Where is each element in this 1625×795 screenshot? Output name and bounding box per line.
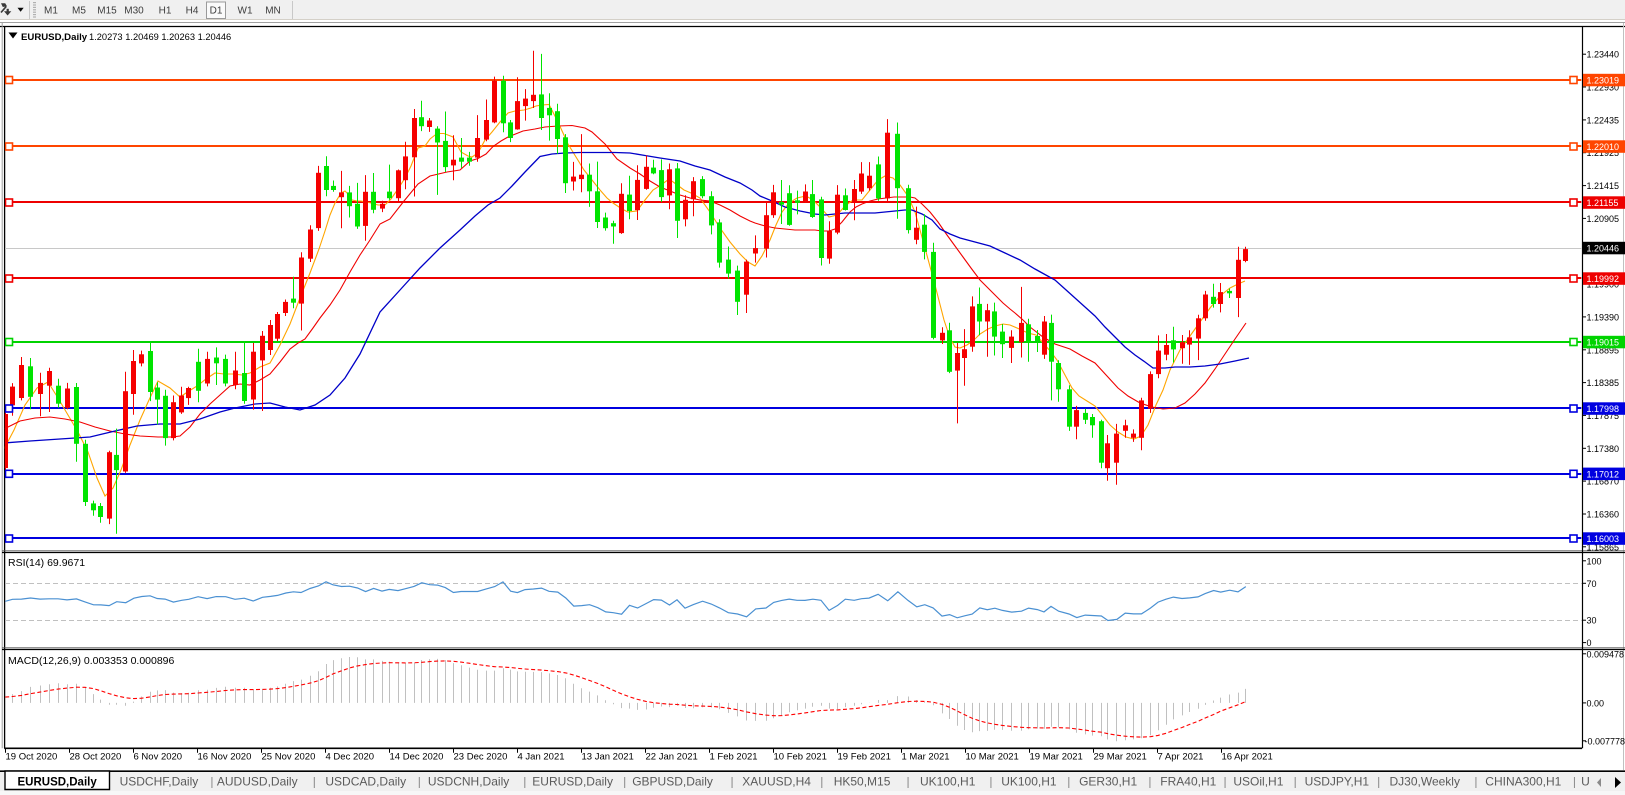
svg-text:22 Jan 2021: 22 Jan 2021 bbox=[646, 752, 698, 763]
svg-text:1.20446: 1.20446 bbox=[1587, 244, 1620, 254]
svg-text:USDCAD,Daily: USDCAD,Daily bbox=[325, 775, 406, 789]
svg-text:1.21925: 1.21925 bbox=[1587, 148, 1620, 158]
svg-text:1.16003: 1.16003 bbox=[1587, 534, 1620, 544]
svg-text:D1: D1 bbox=[210, 6, 223, 17]
svg-text:4 Dec 2020: 4 Dec 2020 bbox=[326, 752, 375, 763]
svg-text:0.00: 0.00 bbox=[1587, 698, 1605, 708]
svg-text:|: | bbox=[989, 775, 992, 789]
svg-text:|: | bbox=[418, 775, 421, 789]
svg-text:|: | bbox=[210, 775, 213, 789]
svg-text:1.18895: 1.18895 bbox=[1587, 345, 1620, 355]
svg-text:10 Mar 2021: 10 Mar 2021 bbox=[966, 752, 1019, 763]
svg-text:UK100,H1: UK100,H1 bbox=[920, 775, 976, 789]
svg-text:1.23440: 1.23440 bbox=[1587, 50, 1620, 60]
svg-text:GER30,H1: GER30,H1 bbox=[1079, 775, 1137, 789]
svg-text:1.17380: 1.17380 bbox=[1587, 444, 1620, 454]
svg-text:25 Nov 2020: 25 Nov 2020 bbox=[262, 752, 316, 763]
svg-text:FRA40,H1: FRA40,H1 bbox=[1160, 775, 1216, 789]
svg-text:DJ30,Weekly: DJ30,Weekly bbox=[1390, 775, 1460, 789]
svg-text:0.009478: 0.009478 bbox=[1587, 649, 1625, 659]
svg-text:USDCHF,Daily: USDCHF,Daily bbox=[120, 775, 199, 789]
svg-text:13 Jan 2021: 13 Jan 2021 bbox=[582, 752, 634, 763]
svg-text:|: | bbox=[313, 775, 316, 789]
svg-text:EURUSD,Daily: EURUSD,Daily bbox=[18, 777, 98, 789]
svg-text:CHINA300,H1: CHINA300,H1 bbox=[1485, 775, 1561, 789]
svg-text:M5: M5 bbox=[72, 6, 86, 17]
svg-text:1 Mar 2021: 1 Mar 2021 bbox=[902, 752, 950, 763]
svg-text:28 Oct 2020: 28 Oct 2020 bbox=[70, 752, 122, 763]
svg-text:AUDUSD,Daily: AUDUSD,Daily bbox=[217, 775, 298, 789]
svg-text:W1: W1 bbox=[238, 6, 253, 17]
svg-text:|: | bbox=[1573, 775, 1576, 789]
svg-text:M15: M15 bbox=[97, 6, 117, 17]
svg-text:|: | bbox=[1294, 775, 1297, 789]
svg-text:GBPUSD,Daily: GBPUSD,Daily bbox=[632, 775, 713, 789]
svg-text:70: 70 bbox=[1587, 579, 1597, 589]
svg-text:1.17998: 1.17998 bbox=[1587, 404, 1620, 414]
svg-text:USDJPY,H1: USDJPY,H1 bbox=[1305, 775, 1370, 789]
svg-text:1.19390: 1.19390 bbox=[1587, 312, 1620, 322]
svg-text:UK100,H1: UK100,H1 bbox=[1001, 775, 1057, 789]
svg-text:10 Feb 2021: 10 Feb 2021 bbox=[774, 752, 827, 763]
svg-text:|: | bbox=[731, 775, 734, 789]
svg-text:MN: MN bbox=[265, 6, 281, 17]
svg-text:1.19015: 1.19015 bbox=[1587, 338, 1620, 348]
svg-text:1.20905: 1.20905 bbox=[1587, 214, 1620, 224]
svg-text:1.20273 1.20469 1.20263 1.2044: 1.20273 1.20469 1.20263 1.20446 bbox=[89, 32, 231, 42]
svg-text:HK50,M15: HK50,M15 bbox=[834, 775, 891, 789]
svg-text:1.16360: 1.16360 bbox=[1587, 510, 1620, 520]
svg-text:XAUUSD,H4: XAUUSD,H4 bbox=[742, 775, 811, 789]
svg-text:1.15865: 1.15865 bbox=[1587, 542, 1620, 552]
svg-text:1.18385: 1.18385 bbox=[1587, 378, 1620, 388]
svg-text:RSI(14) 69.9671: RSI(14) 69.9671 bbox=[8, 557, 85, 569]
svg-text:1.22435: 1.22435 bbox=[1587, 115, 1620, 125]
svg-text:23 Dec 2020: 23 Dec 2020 bbox=[454, 752, 508, 763]
svg-text:|: | bbox=[623, 775, 626, 789]
svg-text:H1: H1 bbox=[159, 6, 172, 17]
svg-text:MACD(12,26,9) 0.003353 0.00089: MACD(12,26,9) 0.003353 0.000896 bbox=[8, 655, 175, 667]
svg-text:|: | bbox=[523, 775, 526, 789]
svg-text:1.17012: 1.17012 bbox=[1587, 469, 1620, 479]
svg-text:14 Dec 2020: 14 Dec 2020 bbox=[390, 752, 444, 763]
svg-text:|: | bbox=[1148, 775, 1151, 789]
svg-text:1.23019: 1.23019 bbox=[1587, 76, 1620, 86]
svg-text:0: 0 bbox=[1587, 638, 1592, 648]
svg-text:USOil,H1: USOil,H1 bbox=[1233, 775, 1283, 789]
svg-text:USDCNH,Daily: USDCNH,Daily bbox=[428, 775, 509, 789]
svg-text:7 Apr 2021: 7 Apr 2021 bbox=[1158, 752, 1204, 763]
svg-text:H4: H4 bbox=[186, 6, 199, 17]
svg-text:EURUSD,Daily: EURUSD,Daily bbox=[21, 32, 88, 43]
svg-text:U: U bbox=[1581, 775, 1590, 789]
svg-text:-0.007778: -0.007778 bbox=[1585, 736, 1625, 746]
svg-text:1.16870: 1.16870 bbox=[1587, 477, 1620, 487]
svg-text:EURUSD,Daily: EURUSD,Daily bbox=[532, 775, 613, 789]
svg-text:4 Jan 2021: 4 Jan 2021 bbox=[518, 752, 565, 763]
svg-text:100: 100 bbox=[1587, 556, 1602, 566]
svg-text:29 Mar 2021: 29 Mar 2021 bbox=[1094, 752, 1147, 763]
svg-text:1.17875: 1.17875 bbox=[1587, 411, 1620, 421]
svg-text:1.21155: 1.21155 bbox=[1587, 198, 1619, 208]
svg-text:M30: M30 bbox=[124, 6, 144, 17]
svg-text:|: | bbox=[820, 775, 823, 789]
svg-text:19 Feb 2021: 19 Feb 2021 bbox=[838, 752, 891, 763]
svg-text:19 Mar 2021: 19 Mar 2021 bbox=[1030, 752, 1083, 763]
svg-text:|: | bbox=[1067, 775, 1070, 789]
svg-text:|: | bbox=[1377, 775, 1380, 789]
svg-text:M1: M1 bbox=[44, 6, 58, 17]
svg-text:6 Nov 2020: 6 Nov 2020 bbox=[134, 752, 183, 763]
svg-text:30: 30 bbox=[1587, 616, 1597, 626]
svg-text:19 Oct 2020: 19 Oct 2020 bbox=[6, 752, 58, 763]
svg-text:16 Apr 2021: 16 Apr 2021 bbox=[1222, 752, 1273, 763]
svg-text:1.19992: 1.19992 bbox=[1587, 274, 1620, 284]
svg-text:1.21415: 1.21415 bbox=[1587, 181, 1620, 191]
svg-text:|: | bbox=[907, 775, 910, 789]
svg-text:|: | bbox=[1224, 775, 1227, 789]
svg-text:1.22930: 1.22930 bbox=[1587, 83, 1620, 93]
svg-text:1.22010: 1.22010 bbox=[1587, 142, 1620, 152]
svg-text:|: | bbox=[1474, 775, 1477, 789]
svg-text:1 Feb 2021: 1 Feb 2021 bbox=[710, 752, 758, 763]
svg-text:16 Nov 2020: 16 Nov 2020 bbox=[198, 752, 252, 763]
